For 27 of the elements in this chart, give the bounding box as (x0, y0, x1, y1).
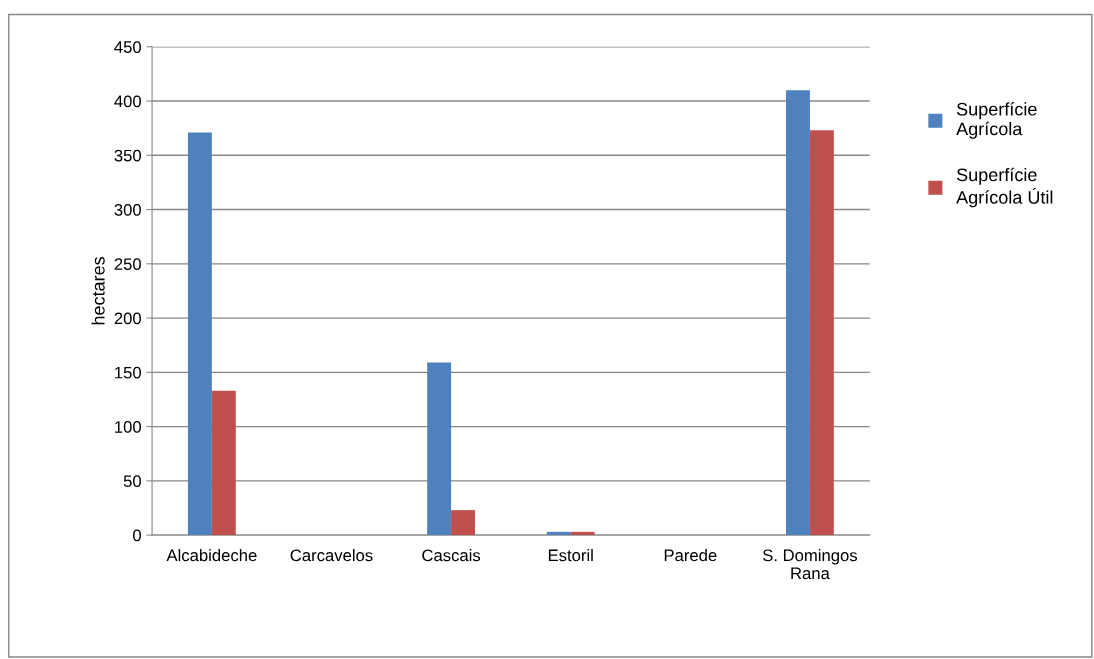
y-tick-label: 50 (123, 475, 141, 488)
legend-label: Superfície Agrícola (956, 102, 1037, 139)
x-tick-label: Estoril (548, 549, 593, 562)
bar (546, 531, 571, 536)
bar (427, 362, 452, 536)
y-tick-label: 450 (114, 41, 141, 53)
y-tick-label: 0 (133, 529, 141, 542)
y-tick-label: 400 (114, 95, 141, 108)
bar (187, 132, 212, 536)
x-tick-label: Cascais (422, 549, 481, 562)
x-tick-label: S. Domingos Rana (762, 549, 858, 580)
y-tick-label: 200 (114, 312, 141, 325)
y-axis-title: hectares (91, 256, 105, 325)
y-tick-label: 300 (114, 203, 141, 216)
x-tick-label: Carcavelos (290, 549, 373, 562)
bar (570, 531, 595, 536)
x-tick-label: Parede (664, 549, 717, 562)
legend-label: Superfície Agrícola Útil (956, 167, 1053, 208)
x-tick-label: Alcabideche (166, 549, 257, 562)
y-tick-label: 100 (115, 420, 141, 433)
y-tick-label: 350 (114, 149, 141, 162)
bar (786, 90, 810, 536)
y-tick-label: 150 (115, 366, 141, 379)
bar (451, 510, 476, 536)
bar (809, 130, 834, 536)
y-tick-label: 250 (114, 258, 141, 271)
bar (211, 390, 236, 536)
